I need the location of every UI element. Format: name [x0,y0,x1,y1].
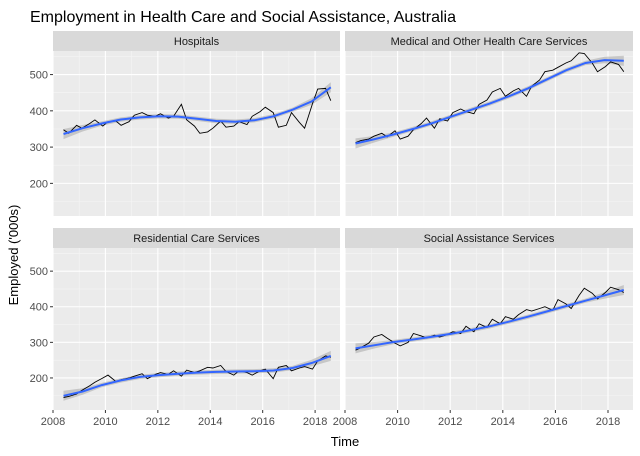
facet-strip-label: Medical and Other Health Care Services [391,36,588,48]
smooth-line [63,354,332,397]
y-tick-label: 300 [30,337,48,349]
facet-strip [345,31,633,51]
chart-title: Employment in Health Care and Social Ass… [30,9,456,26]
panel-background [345,248,633,410]
panel-background [53,51,340,216]
smooth-line [63,86,332,135]
series-line [355,52,625,144]
y-axis-label: Employed ('000s) [6,205,21,306]
y-tick-label: 200 [30,178,48,190]
smooth-line [355,59,624,145]
x-tick-label: 2010 [385,416,409,428]
series-line [355,286,625,351]
y-tick-label: 400 [30,106,48,118]
facet-panels: Hospitals 200 300 400 500 Medical and Other H… [30,31,633,428]
facet-strip-label: Social Assistance Services [424,233,555,245]
facet-strip [53,228,340,248]
x-tick-label: 2012 [438,416,462,428]
x-tick-label: 2014 [198,416,222,428]
x-tick-label: 2008 [333,416,357,428]
y-tick-label: 300 [30,142,48,154]
y-tick-label: 400 [30,302,48,314]
y-tick-label: 500 [30,266,48,278]
x-tick-label: 2018 [596,416,620,428]
x-tick-label: 2012 [146,416,170,428]
y-tick-label: 500 [30,70,48,82]
panel-background [53,248,340,410]
x-axis-label: Time [331,434,359,449]
x-tick-label: 2016 [250,416,274,428]
x-tick-label: 2010 [93,416,117,428]
facet-panel: Social Assistance Services 2008 2010 2012 20… [333,228,633,428]
facet-panel: Hospitals 200 300 400 500 [30,31,340,216]
facet-panel: Residential Care Services 200 300 400 500 200… [30,228,340,428]
smooth-line [355,289,625,350]
x-tick-label: 2014 [491,416,515,428]
facet-strip-label: Residential Care Services [133,233,260,245]
facet-panel: Medical and Other Health Care Services [344,31,633,216]
x-tick-label: 2018 [303,416,327,428]
panel-background [345,51,633,216]
facet-strip [53,31,340,51]
facet-strip [345,228,633,248]
facet-strip-label: Hospitals [174,36,220,48]
y-tick-label: 200 [30,373,48,385]
x-tick-label: 2016 [543,416,567,428]
x-tick-label: 2008 [41,416,65,428]
